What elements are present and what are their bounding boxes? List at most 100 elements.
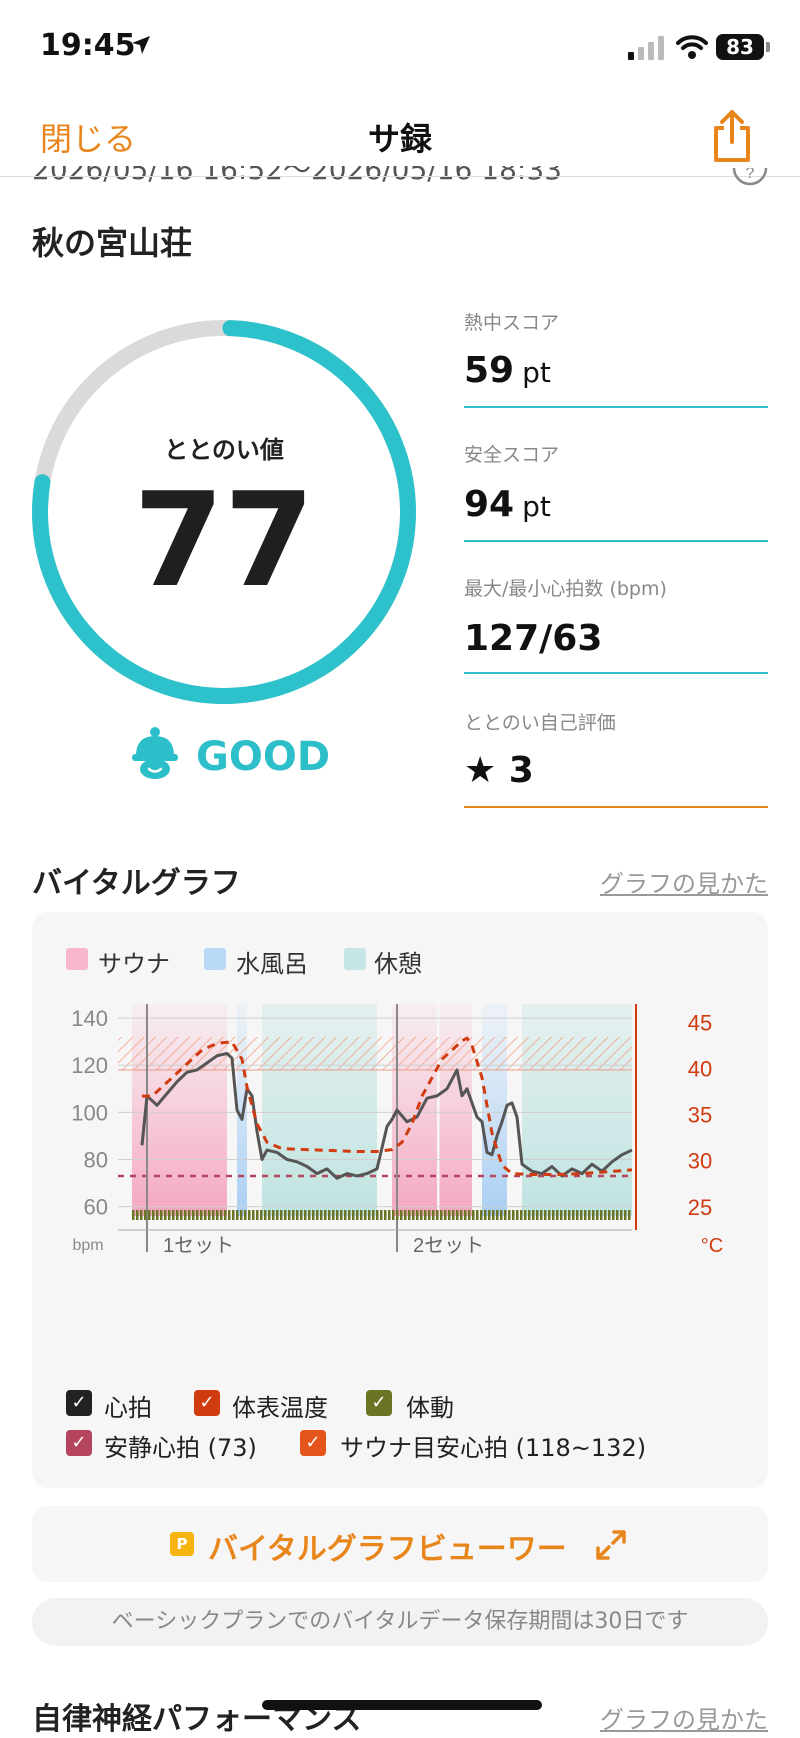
movement-tick (628, 1210, 631, 1220)
movement-tick (188, 1210, 191, 1220)
sauna-target-checkbox[interactable]: ✓ (300, 1430, 326, 1456)
vital-graph-viewer-button[interactable] (32, 1506, 768, 1582)
movement-tick (612, 1210, 615, 1220)
movement-tick (568, 1210, 571, 1220)
wifi-icon (676, 35, 708, 59)
skin-temp-legend: 体表温度 (232, 1394, 328, 1422)
totonoi-ring-progress (31, 320, 416, 704)
autonomic-help-link[interactable]: グラフの見かた (600, 1706, 768, 1734)
y-left-tick: 120 (71, 1053, 108, 1078)
y-right-tick: 35 (688, 1103, 712, 1128)
heart-rate-legend: 心拍 (104, 1394, 152, 1422)
expand-icon[interactable] (594, 1528, 628, 1562)
safety-score-number: 94 (464, 484, 515, 525)
movement-tick (448, 1210, 451, 1220)
share-icon[interactable] (708, 108, 756, 164)
movement-tick (192, 1210, 195, 1220)
movement-tick (424, 1210, 427, 1220)
skin-temp-checkbox[interactable]: ✓ (194, 1390, 220, 1416)
movement-tick (316, 1210, 319, 1220)
heart-rate-underline (464, 672, 768, 674)
movement-tick (396, 1210, 399, 1220)
movement-tick (232, 1210, 235, 1220)
zone-water-5 (482, 1004, 507, 1216)
vital-graph-viewer-label[interactable]: バイタルグラフビューワー (208, 1532, 567, 1567)
movement-tick (164, 1210, 167, 1220)
legend-sauna-swatch (66, 948, 88, 970)
movement-tick (472, 1210, 475, 1220)
movement-tick (508, 1210, 511, 1220)
safety-score-label: 安全スコア (464, 444, 560, 466)
heart-rate-checkbox[interactable]: ✓ (66, 1390, 92, 1416)
movement-tick (380, 1210, 383, 1220)
movement-tick (464, 1210, 467, 1220)
svg-text:?: ? (746, 168, 755, 182)
heart-rate-line (140, 1051, 633, 1180)
movement-tick (400, 1210, 403, 1220)
movement-tick (368, 1210, 371, 1220)
self-rating-value[interactable]: ★ 3 (464, 750, 534, 791)
movement-tick (436, 1210, 439, 1220)
movement-tick (616, 1210, 619, 1220)
safety-score-unit: pt (522, 490, 551, 523)
movement-tick (600, 1210, 603, 1220)
movement-tick (488, 1210, 491, 1220)
movement-tick (268, 1210, 271, 1220)
resting-hr-checkbox[interactable]: ✓ (66, 1430, 92, 1456)
zone-water-1 (237, 1004, 247, 1216)
y-right-unit: °C (701, 1235, 723, 1257)
movement-tick (516, 1210, 519, 1220)
movement-tick (420, 1210, 423, 1220)
totonoi-grade: GOOD (196, 734, 331, 780)
movement-tick (504, 1210, 507, 1220)
movement-tick (608, 1210, 611, 1220)
vital-chart[interactable]: 140 120 100 80 60 45 40 35 30 25 bpm °C 1セット 2セット (32, 990, 768, 1370)
zone-sauna-4 (439, 1004, 472, 1216)
heat-score-value: 59 pt (464, 350, 551, 391)
zone-rest-2 (262, 1004, 377, 1216)
totonoi-value: 77 (133, 464, 315, 616)
movement-tick (208, 1210, 211, 1220)
location-arrow-icon (132, 36, 150, 54)
heat-score-unit: pt (522, 356, 551, 389)
storage-notice: ベーシックプランでのバイタルデータ保存期間は30日です (32, 1598, 768, 1646)
movement-tick (588, 1210, 591, 1220)
movement-tick (412, 1210, 415, 1220)
movement-tick (344, 1210, 347, 1220)
movement-tick (260, 1210, 263, 1220)
movement-legend: 体動 (406, 1394, 454, 1422)
movement-tick (212, 1210, 215, 1220)
vital-graph-help-link[interactable]: グラフの見かた (600, 870, 768, 898)
movement-tick (140, 1210, 143, 1220)
movement-tick (264, 1210, 267, 1220)
movement-tick (276, 1210, 279, 1220)
movement-tick (484, 1210, 487, 1220)
page-title: サ録 (367, 120, 432, 158)
close-button[interactable]: 閉じる (40, 120, 137, 158)
y-left-tick: 80 (84, 1147, 108, 1172)
movement-tick (624, 1210, 627, 1220)
movement-tick (136, 1210, 139, 1220)
totonoi-label: ととのい値 (164, 436, 284, 464)
set-label: 2セット (413, 1235, 484, 1257)
movement-tick (300, 1210, 303, 1220)
safety-score-value: 94 pt (464, 484, 551, 525)
help-icon[interactable]: ? (732, 168, 768, 190)
movement-tick (456, 1210, 459, 1220)
movement-checkbox[interactable]: ✓ (366, 1390, 392, 1416)
movement-tick (304, 1210, 307, 1220)
movement-tick (324, 1210, 327, 1220)
movement-tick (512, 1210, 515, 1220)
battery-indicator: 83 (716, 34, 764, 60)
y-left-tick: 140 (71, 1006, 108, 1031)
movement-tick (596, 1210, 599, 1220)
movement-tick (180, 1210, 183, 1220)
movement-tick (496, 1210, 499, 1220)
movement-tick (376, 1210, 379, 1220)
movement-tick (432, 1210, 435, 1220)
movement-tick (216, 1210, 219, 1220)
movement-tick (580, 1210, 583, 1220)
movement-tick (540, 1210, 543, 1220)
movement-tick (364, 1210, 367, 1220)
y-left-unit: bpm (72, 1237, 103, 1254)
